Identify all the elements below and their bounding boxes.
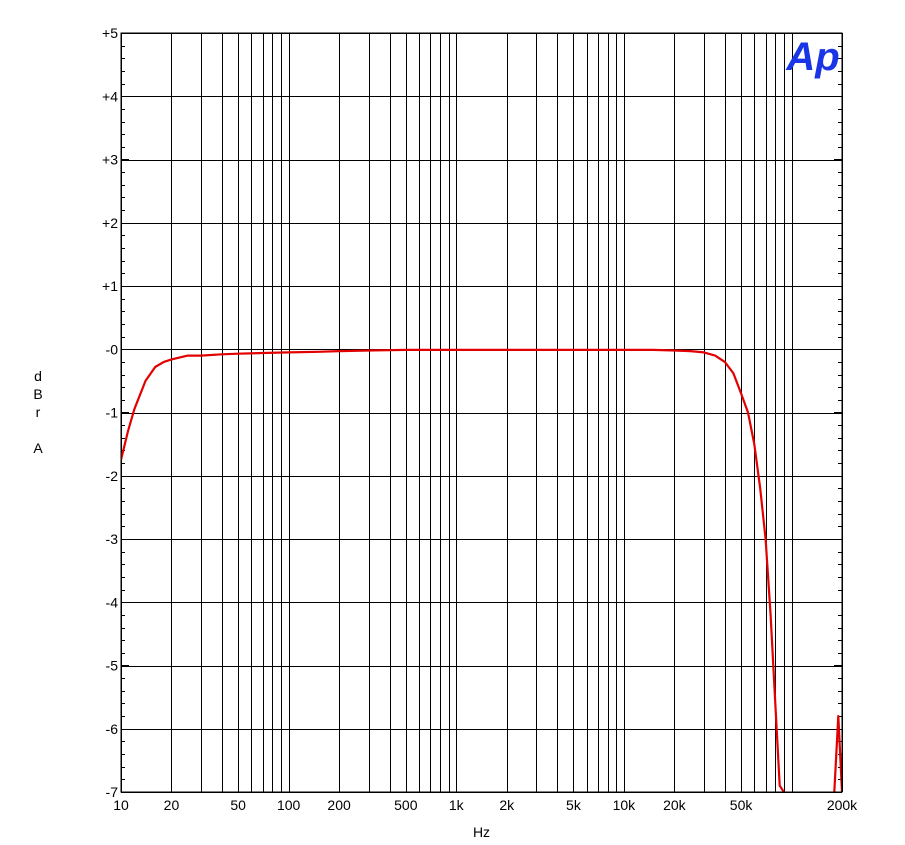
x-tick-label: 5k	[566, 797, 582, 813]
y-axis-ticks: +5 +4 +3 +2 +1 -0 -1 -2 -3 -4 -5 -6 -7	[102, 25, 842, 800]
x-axis-ticks: 10 20 50 100 200 500 1k 2k 5k 10k 20k 50k 200k	[113, 797, 858, 813]
y-axis-title-char: d	[34, 368, 42, 384]
y-tick-label: +4	[102, 88, 118, 104]
x-tick-label: 2k	[499, 797, 515, 813]
series-line-2	[833, 714, 842, 792]
y-tick-label: +5	[102, 25, 118, 41]
series-layer	[121, 348, 842, 792]
x-tick-label: 20	[164, 797, 180, 813]
x-tick-label: 100	[277, 797, 301, 813]
y-tick-label: +1	[102, 278, 118, 294]
y-tick-label: -4	[106, 594, 119, 610]
x-tick-label: 10k	[613, 797, 637, 813]
y-tick-label: -3	[106, 531, 119, 547]
x-tick-label: 200k	[827, 797, 858, 813]
plot-area	[121, 33, 842, 792]
x-tick-label: 50k	[730, 797, 754, 813]
y-axis-title-char: B	[33, 386, 42, 402]
y-tick-label: +3	[102, 152, 118, 168]
series-line-1	[121, 348, 785, 792]
x-axis-title: Hz	[473, 824, 490, 840]
x-tick-label: 200	[327, 797, 351, 813]
y-tick-label: +2	[102, 215, 118, 231]
y-tick-label: -2	[106, 468, 119, 484]
y-axis-title-char: A	[33, 440, 43, 456]
x-tick-label: 50	[230, 797, 246, 813]
y-axis-title: dBr A	[33, 368, 43, 456]
y-tick-label: -0	[106, 341, 119, 357]
x-tick-label: 20k	[663, 797, 687, 813]
x-tick-label: 10	[113, 797, 129, 813]
ap-logo: Ap	[785, 35, 839, 79]
y-axis-title-char: r	[36, 404, 41, 420]
y-tick-label: -1	[106, 405, 119, 421]
y-tick-label: -6	[106, 721, 119, 737]
plot-frame	[120, 32, 843, 793]
y-tick-label: -7	[106, 784, 119, 800]
y-tick-label: -5	[106, 658, 119, 674]
x-tick-label: 1k	[449, 797, 465, 813]
x-tick-label: 500	[394, 797, 418, 813]
